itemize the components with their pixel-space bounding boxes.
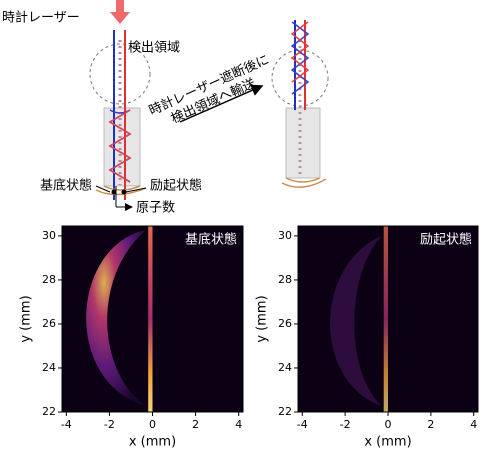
y-tick-label: 30 [278, 229, 292, 242]
x-tick-label: -2 [340, 418, 351, 431]
y-tick-label: 24 [278, 361, 292, 374]
x-tick-label: 0 [385, 418, 392, 431]
signal-beam [148, 226, 153, 412]
y-axis-label: y (mm) [255, 295, 270, 342]
x-tick-label: -4 [61, 418, 72, 431]
x-tick-label: 2 [427, 418, 434, 431]
y-tick-label: 26 [42, 317, 56, 330]
y-tick-label: 22 [42, 405, 56, 418]
x-axis-label: x (mm) [364, 435, 411, 450]
y-tick-label: 24 [42, 361, 56, 374]
x-tick-label: -4 [297, 418, 308, 431]
x-axis-label: x (mm) [129, 435, 176, 450]
excited-label: 励起状態 [150, 178, 202, 194]
signal-cloud [86, 230, 147, 406]
x-tick-label: -2 [104, 418, 115, 431]
x-tick-label: 2 [192, 418, 199, 431]
laser-label: 時計レーザー [2, 10, 80, 26]
panel-label: 基底状態 [185, 232, 237, 248]
y-tick-label: 28 [278, 273, 292, 286]
y-axis-label: y (mm) [19, 295, 34, 342]
y-tick-label: 28 [42, 273, 56, 286]
y-tick-label: 26 [278, 317, 292, 330]
x-tick-label: 0 [149, 418, 156, 431]
region-label: 検出領域 [128, 40, 180, 56]
y-tick-label: 30 [42, 229, 56, 242]
atoms-label: 原子数 [136, 201, 175, 216]
x-tick-label: 4 [235, 418, 242, 431]
x-tick-label: 4 [470, 418, 477, 431]
y-tick-label: 22 [278, 405, 292, 418]
apparatus-before [89, 0, 151, 211]
apparatus-after [179, 20, 329, 188]
panel-label: 励起状態 [420, 232, 472, 248]
signal-cloud [330, 236, 382, 406]
signal-beam [383, 226, 388, 412]
ground-label: 基底状態 [40, 178, 92, 194]
